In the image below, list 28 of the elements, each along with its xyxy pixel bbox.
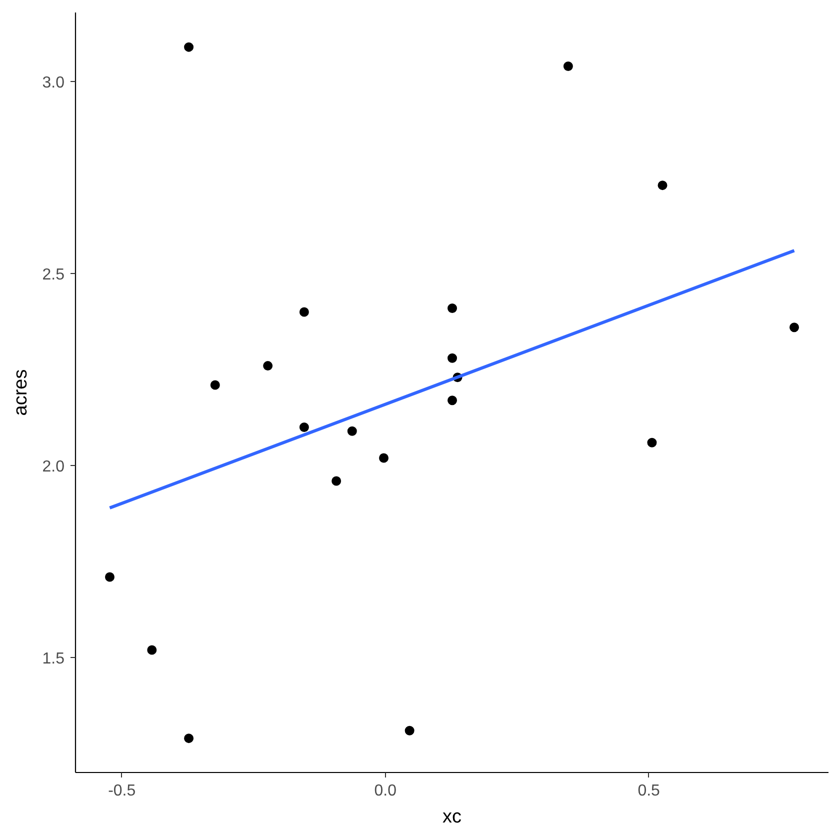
x-tick-label: 0.0 [374, 782, 397, 800]
point [647, 438, 657, 448]
point [379, 453, 389, 463]
y-tick-label: 2.5 [42, 266, 65, 284]
point [658, 180, 668, 190]
point [299, 307, 309, 317]
point [332, 476, 342, 486]
point [299, 422, 309, 432]
y-tick-label: 3.0 [42, 74, 65, 92]
point [105, 572, 114, 582]
point [263, 361, 273, 371]
x-tick-label: 0.5 [638, 782, 660, 800]
point [147, 645, 157, 655]
point [448, 396, 458, 406]
y-tick-label: 1.5 [42, 650, 65, 668]
point [563, 62, 573, 72]
x-tick-label: -0.5 [108, 782, 136, 800]
point [448, 303, 458, 313]
point [184, 734, 194, 744]
y-axis-title: acres [10, 369, 32, 416]
y-tick-label: 2.0 [42, 458, 65, 476]
point [210, 380, 220, 390]
point [448, 353, 458, 363]
point [790, 322, 799, 332]
point [184, 42, 194, 52]
point [347, 426, 357, 436]
x-axis-title: xc [442, 806, 462, 828]
point [404, 726, 414, 736]
